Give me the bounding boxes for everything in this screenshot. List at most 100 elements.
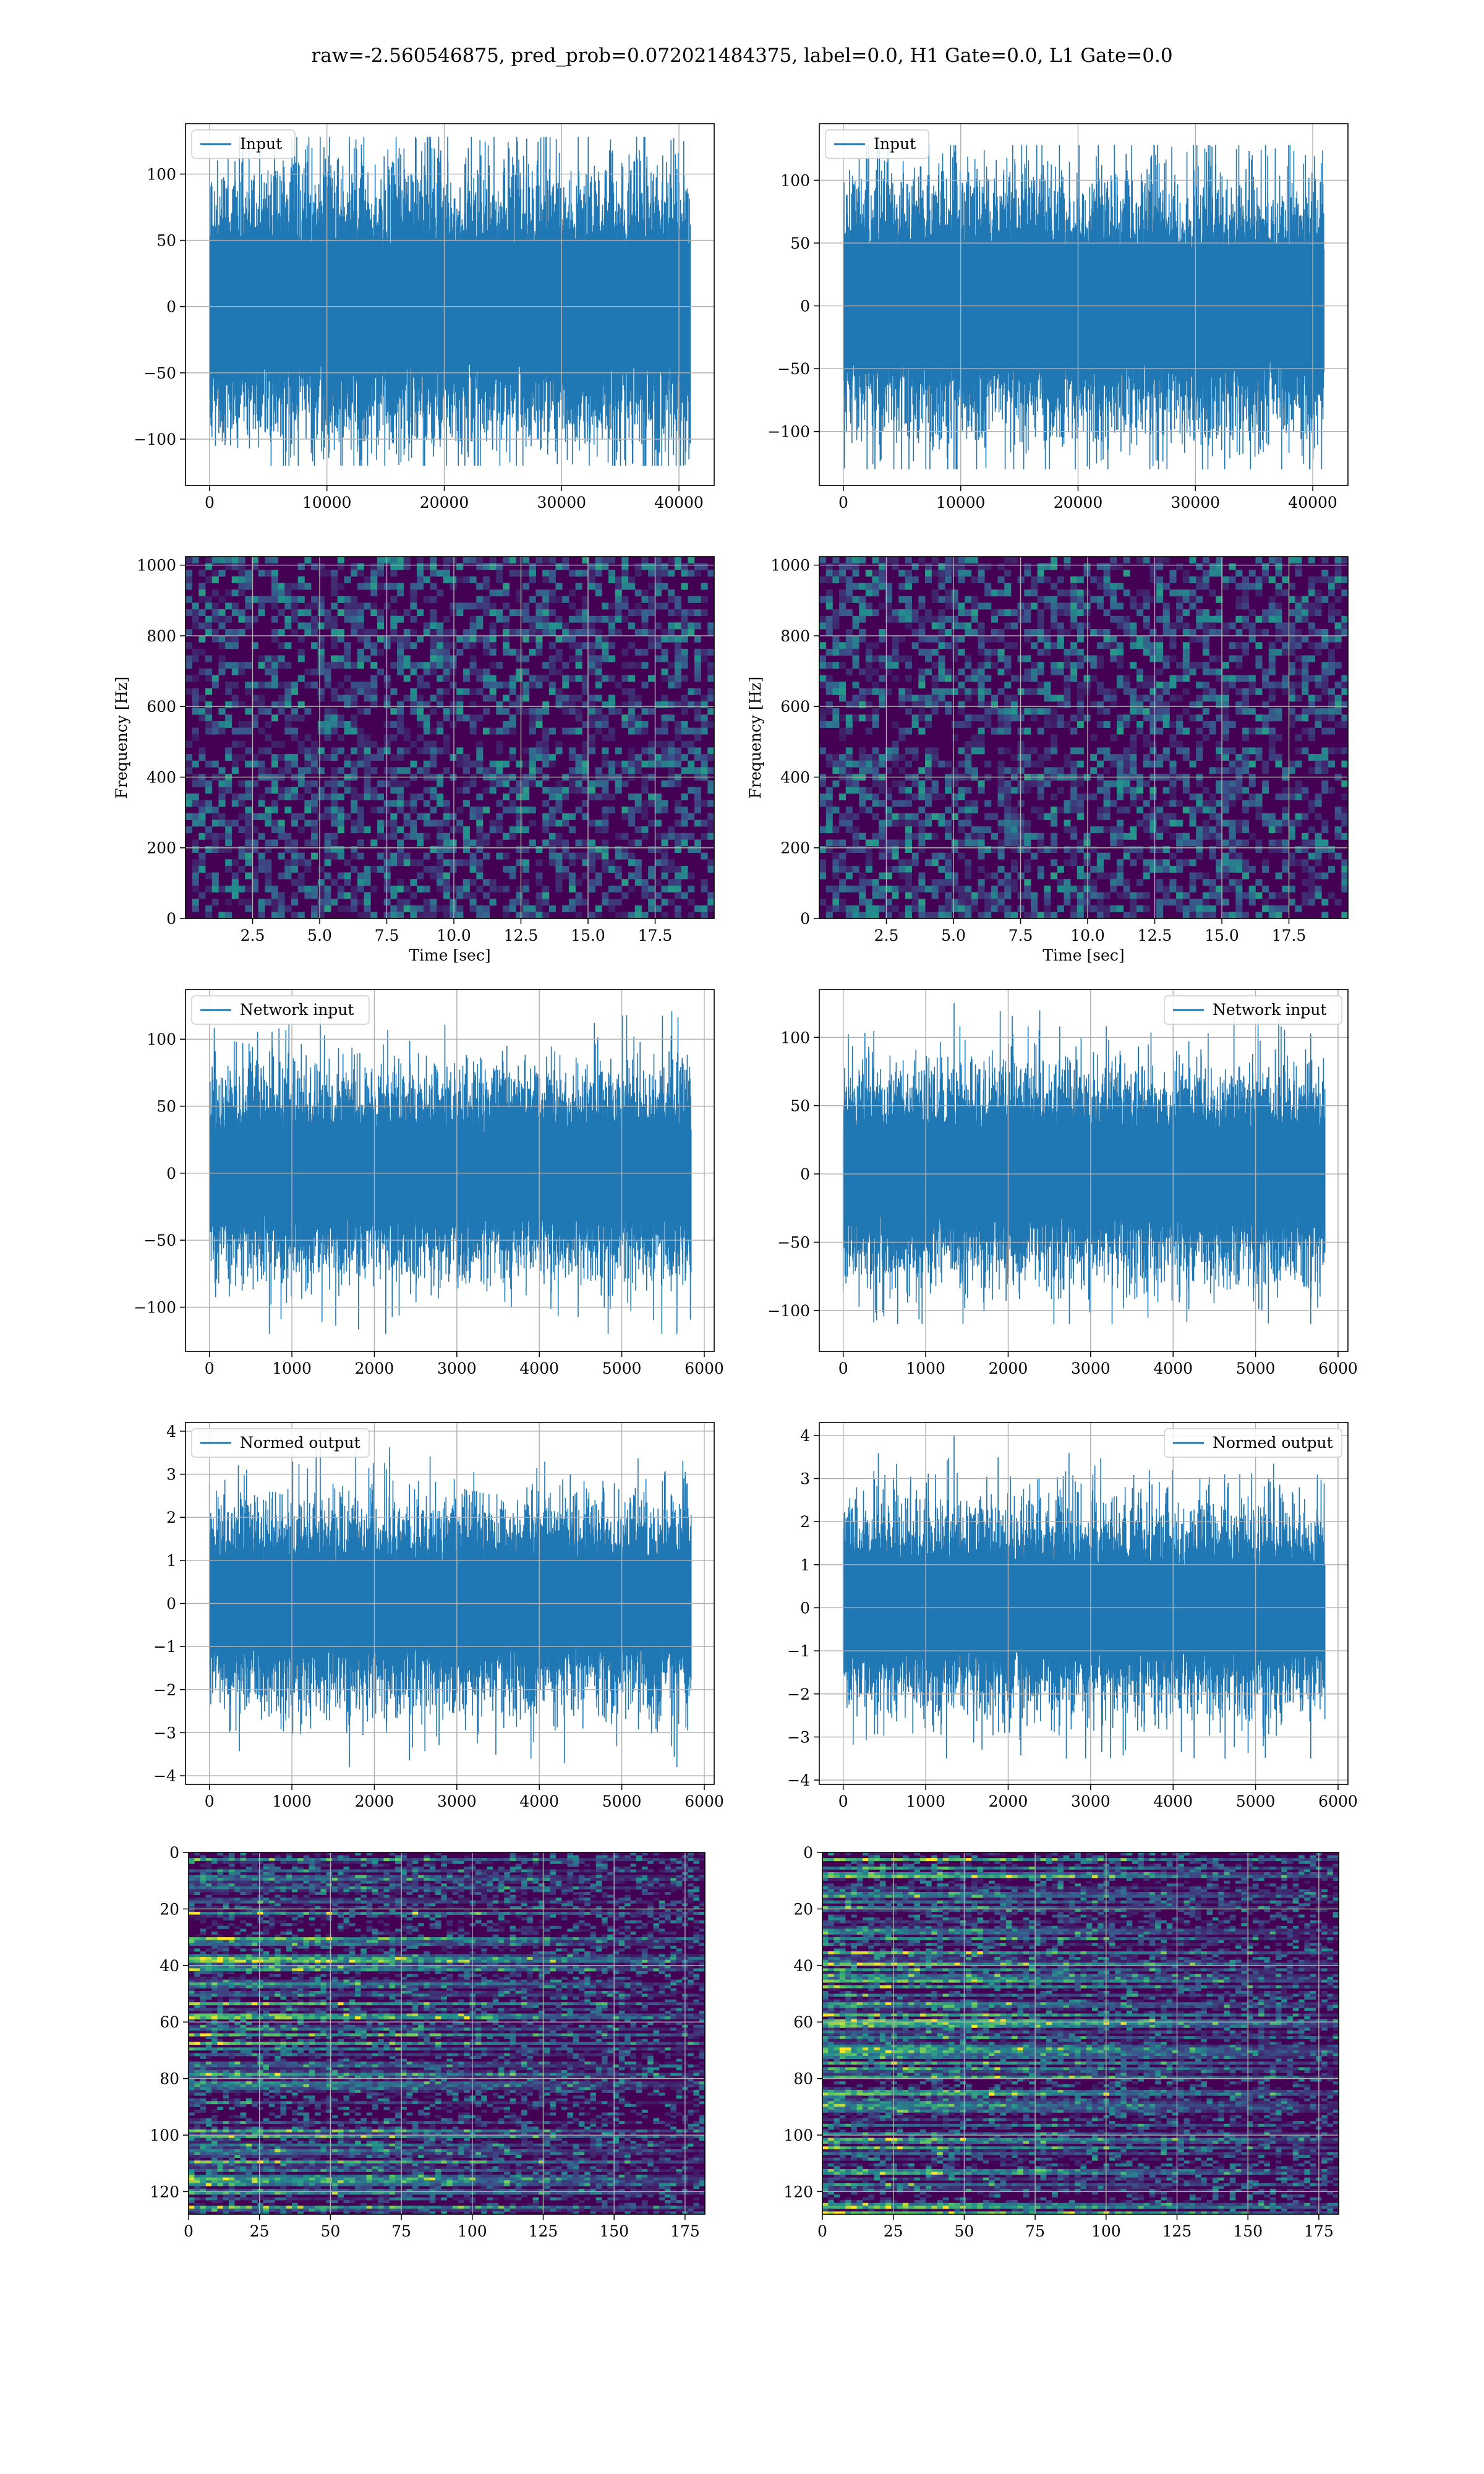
x-tick-label: 0 <box>205 494 215 511</box>
x-tick-label: 12.5 <box>504 927 539 944</box>
x-tick-label: 3000 <box>437 1792 477 1810</box>
y-tick-label: 3 <box>166 1466 176 1484</box>
y-tick-label: −50 <box>143 364 176 382</box>
y-tick-label: 100 <box>780 171 810 189</box>
y-tick-label: 400 <box>147 768 176 786</box>
axes-frame <box>185 123 715 486</box>
legend-label: Network input <box>240 1001 354 1019</box>
panel-normed-output-right: 0 1000 2000 3000 4000 5000 6000 −4 −3 −2 −1 0 1 2 3 4 No… <box>787 1422 1358 1810</box>
x-tick-label: 150 <box>1233 2222 1263 2240</box>
x-tick-label: 7.5 <box>1009 927 1033 944</box>
series-line-input-right <box>843 145 1325 469</box>
y-tick-label: 3 <box>800 1470 810 1488</box>
axes-frame <box>819 1422 1349 1785</box>
x-tick-label: 75 <box>391 2222 411 2240</box>
x-tick-label: 150 <box>599 2222 629 2240</box>
legend-label: Input <box>240 135 282 153</box>
grid-normed-output-right <box>819 1423 1348 1784</box>
legend-box <box>191 129 296 159</box>
axes-frame <box>188 1852 706 2215</box>
panel-input-right: 0 10000 20000 30000 40000 −100 −50 0 50 100 Input <box>767 123 1349 511</box>
y-tick-label: 0 <box>800 910 810 928</box>
y-tick-label: −100 <box>134 430 176 448</box>
x-tick-label: 10.0 <box>1070 927 1105 944</box>
y-tick-label: −100 <box>134 1299 176 1317</box>
x-tick-label: 17.5 <box>1272 927 1307 944</box>
series-line-normed-output-right <box>842 1435 1326 1759</box>
y-tick-label: −2 <box>153 1681 176 1699</box>
y-tick-label: 0 <box>803 1844 813 1862</box>
grid-network-input-right <box>819 990 1348 1351</box>
legend-label: Network input <box>1213 1001 1326 1019</box>
x-tick-label: 75 <box>1025 2222 1045 2240</box>
y-tick-label: 0 <box>800 297 810 315</box>
axes-frame <box>822 1852 1339 2215</box>
grid-network-input-left <box>186 990 714 1351</box>
x-tick-label: 2000 <box>989 1359 1028 1377</box>
y-tick-label: 0 <box>166 910 176 928</box>
legend: Input <box>191 129 296 159</box>
x-tick-label: 40000 <box>654 494 704 511</box>
x-tick-label: 2000 <box>355 1359 394 1377</box>
x-tick-label: 20000 <box>420 494 469 511</box>
y-tick-label: 800 <box>147 627 176 645</box>
y-tick-label: 2 <box>166 1509 176 1526</box>
panel-feature-map-left: 0 25 50 75 100 125 150 175 0 20 40 60 80 100 120 <box>150 1844 706 2240</box>
heatmap-feature-map-left <box>189 1852 705 2214</box>
x-tick-label: 5000 <box>1236 1792 1276 1810</box>
panel-input-left: 0 10000 20000 30000 40000 −100 −50 0 50 100 Input <box>134 123 715 511</box>
x-tick-label: 5.0 <box>941 927 966 944</box>
x-tick-label: 6000 <box>684 1359 724 1377</box>
legend-box <box>1164 995 1342 1025</box>
y-tick-label: −3 <box>153 1724 176 1742</box>
y-tick-label: 50 <box>156 1098 176 1116</box>
panel-network-input-left: 0 1000 2000 3000 4000 5000 6000 −100 −50 0 50 100 Ne… <box>134 989 724 1377</box>
y-tick-label: 0 <box>166 1595 176 1613</box>
y-tick-label: 4 <box>800 1427 810 1445</box>
x-tick-label: 1000 <box>906 1359 945 1377</box>
y-tick-label: −50 <box>143 1231 176 1249</box>
y-tick-label: 50 <box>790 1097 810 1115</box>
legend-label: Input <box>874 135 916 153</box>
x-tick-label: 5.0 <box>307 927 332 944</box>
x-tick-label: 5000 <box>602 1792 642 1810</box>
x-tick-label: 2.5 <box>874 927 899 944</box>
y-tick-label: 120 <box>150 2183 179 2201</box>
x-tick-label: 0 <box>205 1792 215 1810</box>
y-tick-label: 100 <box>150 2126 179 2144</box>
x-tick-label: 0 <box>838 494 848 511</box>
grid-spectrogram-left <box>186 557 714 919</box>
legend: Input <box>825 129 929 159</box>
x-tick-label: 30000 <box>1171 494 1221 511</box>
x-tick-label: 100 <box>458 2222 487 2240</box>
x-tick-label: 25 <box>884 2222 903 2240</box>
x-tick-label: 10000 <box>936 494 986 511</box>
x-tick-label: 6000 <box>1318 1359 1358 1377</box>
x-tick-label: 20000 <box>1054 494 1103 511</box>
panel-spectrogram-right: 2.5 5.0 7.5 10.0 12.5 15.0 17.5 0 200 400 600 800 10… <box>746 556 1349 964</box>
x-tick-label: 2.5 <box>241 927 265 944</box>
y-tick-label: 1000 <box>137 557 176 575</box>
y-tick-label: 50 <box>156 232 176 250</box>
x-tick-label: 5000 <box>602 1359 642 1377</box>
panel-network-input-right: 0 1000 2000 3000 4000 5000 6000 −100 −50 0 50 100 Ne… <box>767 989 1358 1377</box>
x-tick-label: 10000 <box>302 494 352 511</box>
x-tick-label: 0 <box>838 1792 848 1810</box>
x-tick-label: 0 <box>838 1359 848 1377</box>
legend-label: Normed output <box>1213 1434 1333 1452</box>
x-tick-label: 3000 <box>1071 1792 1111 1810</box>
x-tick-label: 3000 <box>437 1359 477 1377</box>
y-tick-label: 120 <box>783 2183 813 2201</box>
x-tick-label: 125 <box>529 2222 558 2240</box>
y-tick-label: −50 <box>777 360 810 378</box>
legend: Network input <box>1164 995 1342 1025</box>
y-tick-label: −100 <box>767 1302 810 1320</box>
axes-frame <box>185 556 715 919</box>
y-tick-label: 0 <box>169 1844 179 1862</box>
grid-input-right <box>819 124 1348 486</box>
legend: Normed output <box>1164 1428 1342 1458</box>
y-tick-label: 40 <box>160 1957 179 1975</box>
y-tick-label: 60 <box>160 2013 179 2031</box>
x-tick-label: 15.0 <box>571 927 605 944</box>
